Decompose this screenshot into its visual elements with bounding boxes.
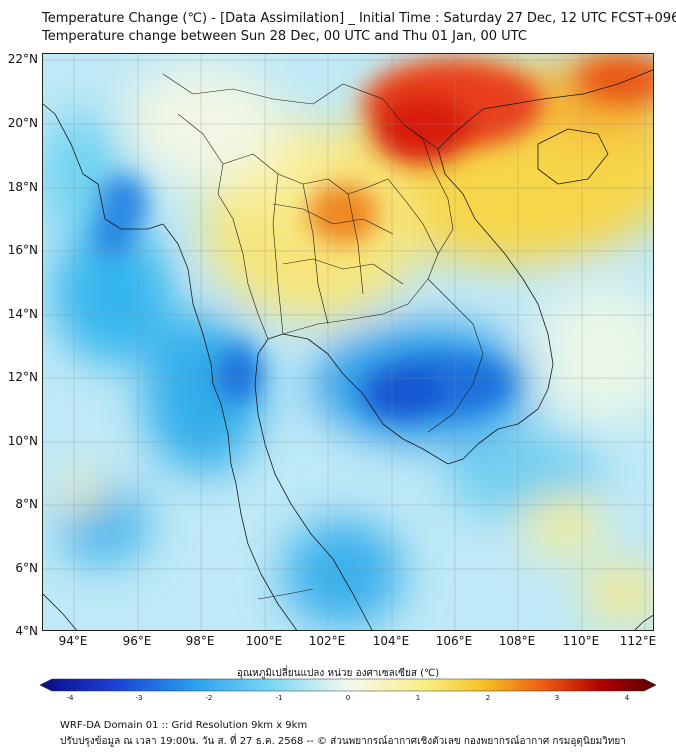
lon-label: 96°E bbox=[122, 634, 152, 648]
lon-label: 110°E bbox=[562, 634, 600, 648]
footer-credit: ปรับปรุงข้อมูล ณ เวลา 19:00น. วัน ส. ที่… bbox=[60, 736, 626, 747]
map-title: Temperature Change (℃) - [Data Assimilat… bbox=[42, 11, 676, 26]
lat-label: 20°N bbox=[7, 116, 38, 130]
colorbar-tick-label: 1 bbox=[415, 694, 421, 702]
colorbar bbox=[40, 678, 656, 692]
lat-label: 4°N bbox=[15, 624, 38, 638]
temperature-extremes bbox=[93, 54, 653, 419]
borders bbox=[162, 73, 484, 600]
colorbar-gradient bbox=[40, 678, 656, 692]
graticule bbox=[43, 54, 653, 630]
colorbar-tick-label: -2 bbox=[205, 694, 213, 702]
colorbar-tick-label: 0 bbox=[345, 694, 351, 702]
colorbar-tick-label: 4 bbox=[624, 694, 630, 702]
map-panel bbox=[42, 53, 654, 631]
lon-label: 102°E bbox=[308, 634, 346, 648]
colorbar-tick-label: 3 bbox=[554, 694, 560, 702]
lat-label: 16°N bbox=[7, 243, 38, 257]
colorbar-tick-label: -4 bbox=[66, 694, 74, 702]
lat-label: 10°N bbox=[7, 434, 38, 448]
lon-label: 100°E bbox=[245, 634, 283, 648]
lon-label: 104°E bbox=[372, 634, 410, 648]
footer-model-info: WRF-DA Domain 01 :: Grid Resolution 9km … bbox=[60, 720, 308, 731]
lat-label: 14°N bbox=[7, 307, 38, 321]
lat-label: 6°N bbox=[15, 561, 38, 575]
colorbar-tick-label: 2 bbox=[485, 694, 491, 702]
lat-label: 12°N bbox=[7, 370, 38, 384]
lon-label: 108°E bbox=[498, 634, 536, 648]
lon-label: 94°E bbox=[58, 634, 88, 648]
colorbar-title: อุณหภูมิเปลี่ยนแปลง หน่วย องศาเซลเซียส (… bbox=[236, 668, 440, 679]
temperature-field bbox=[43, 54, 653, 629]
lon-label: 106°E bbox=[435, 634, 473, 648]
lon-label: 112°E bbox=[619, 634, 657, 648]
temperature-change-map bbox=[43, 54, 653, 630]
map-subtitle: Temperature change between Sun 28 Dec, 0… bbox=[42, 29, 527, 44]
coastlines bbox=[43, 69, 653, 630]
lat-label: 8°N bbox=[15, 497, 38, 511]
lon-label: 98°E bbox=[185, 634, 215, 648]
lat-label: 22°N bbox=[7, 52, 38, 66]
colorbar-tick-label: -3 bbox=[135, 694, 143, 702]
lat-label: 18°N bbox=[7, 180, 38, 194]
colorbar-tick-label: -1 bbox=[275, 694, 283, 702]
